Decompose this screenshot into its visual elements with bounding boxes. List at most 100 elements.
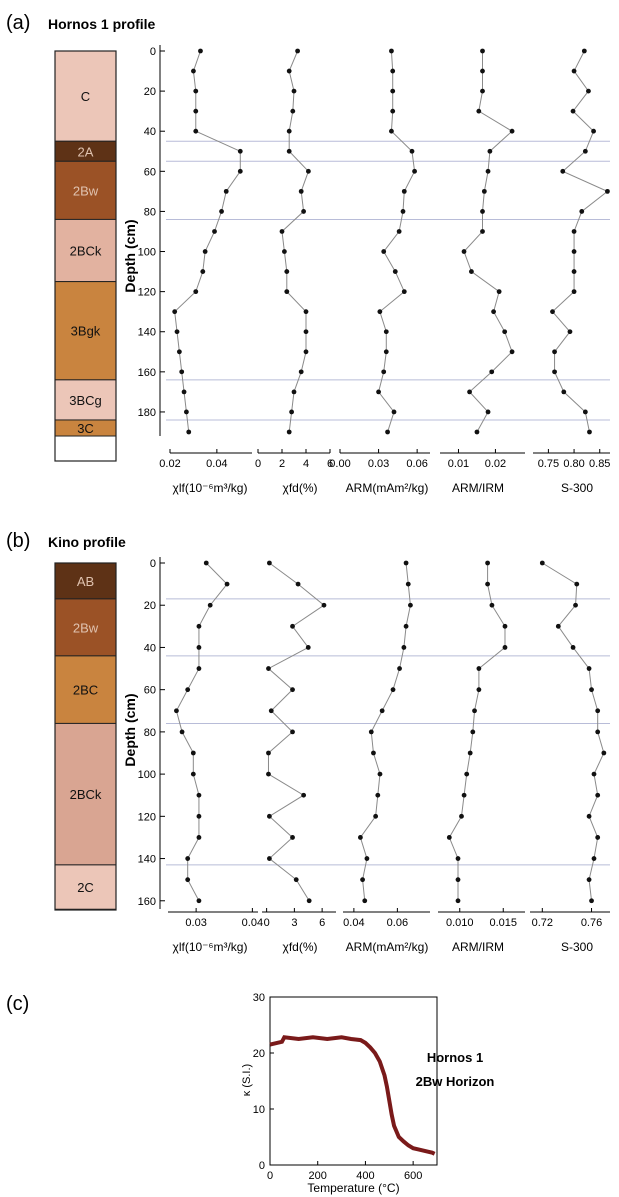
depth-tick-label: 100: [138, 769, 156, 781]
panel-c-letter: (c): [6, 993, 29, 1015]
data-point: [219, 209, 224, 214]
x-tick-label: 200: [309, 1170, 327, 1182]
data-point: [464, 771, 470, 777]
data-point: [364, 856, 370, 861]
x-axis-label: Temperature (°C): [307, 1181, 399, 1195]
data-point: [237, 168, 243, 174]
data-point: [301, 209, 306, 214]
data-point: [481, 188, 487, 194]
data-point: [202, 249, 208, 254]
data-point: [390, 687, 396, 693]
data-point: [371, 750, 376, 756]
data-point: [589, 898, 594, 904]
data-point: [509, 128, 515, 134]
data-point: [267, 813, 272, 819]
data-point: [291, 88, 297, 94]
data-point: [306, 168, 311, 174]
panel-b-ylabel: Depth (cm): [122, 693, 138, 766]
series-label: S-300: [561, 940, 593, 954]
depth-tick-label: 140: [138, 327, 156, 339]
data-point: [591, 771, 597, 777]
depth-tick-label: 80: [144, 727, 156, 739]
data-point: [174, 329, 180, 335]
data-point: [290, 729, 295, 735]
data-point: [561, 389, 567, 395]
data-point: [574, 581, 580, 587]
depth-tick-label: 160: [138, 896, 156, 908]
data-point: [379, 708, 385, 714]
data-point: [196, 623, 202, 629]
data-point: [279, 229, 285, 234]
data-point: [198, 48, 203, 54]
data-point: [193, 88, 199, 94]
data-point: [480, 209, 485, 214]
panel-b-title: Kino profile: [48, 534, 126, 550]
data-point: [476, 666, 482, 671]
data-point: [377, 309, 383, 315]
series-label: ARM/IRM: [452, 481, 504, 495]
data-point: [472, 708, 477, 714]
data-point: [408, 602, 413, 608]
depth-tick-label: 100: [138, 247, 156, 259]
data-point: [291, 389, 297, 395]
horizon-column-border: [54, 562, 117, 911]
data-point: [487, 148, 493, 154]
x-tick-label: 0.76: [581, 917, 602, 929]
depth-tick-label: 140: [138, 854, 156, 866]
series-line: [359, 562, 411, 901]
depth-tick-label: 160: [138, 367, 156, 379]
data-point: [295, 581, 301, 587]
x-tick-label: 0.04: [242, 917, 263, 929]
x-tick-label: 0.06: [406, 458, 427, 470]
x-tick-label: 6: [327, 458, 333, 470]
data-point: [397, 666, 402, 671]
x-tick-label: 0: [264, 917, 270, 929]
depth-tick-label: 80: [144, 206, 156, 218]
horizon-label: 2BCk: [70, 244, 102, 259]
data-point: [446, 835, 452, 840]
data-point: [224, 581, 230, 587]
data-point: [390, 108, 396, 114]
data-point: [376, 389, 381, 395]
data-point: [485, 581, 490, 587]
data-point: [174, 708, 179, 714]
data-point: [377, 771, 383, 777]
panel-a-letter: (a): [6, 12, 30, 34]
data-point: [267, 856, 272, 861]
depth-tick-label: 120: [138, 287, 156, 299]
data-point: [266, 771, 271, 777]
depth-tick-label: 0: [150, 46, 156, 58]
data-point: [184, 409, 189, 415]
depth-tick-label: 0: [150, 558, 156, 570]
data-point: [467, 389, 472, 395]
x-tick-label: 600: [404, 1170, 422, 1182]
data-point: [381, 249, 387, 254]
data-point: [266, 666, 271, 671]
data-point: [286, 429, 292, 435]
data-point: [286, 128, 292, 134]
data-point: [362, 898, 368, 904]
x-tick-label: 0.015: [489, 917, 517, 929]
data-point: [480, 88, 485, 94]
data-point: [605, 188, 610, 194]
data-point: [586, 666, 592, 671]
series-label: χfd(%): [283, 940, 318, 954]
series-line: [281, 50, 309, 433]
horizon-label: 2Bw: [73, 183, 99, 198]
depth-tick-label: 20: [144, 86, 156, 98]
data-point: [290, 108, 296, 114]
data-point: [570, 108, 576, 114]
series-label: S-300: [561, 481, 593, 495]
data-point: [570, 645, 576, 650]
data-point: [571, 289, 577, 295]
horizon-label: 3Bgk: [71, 324, 101, 339]
data-point: [290, 835, 295, 840]
data-point: [587, 429, 592, 435]
data-point: [461, 249, 467, 254]
data-point: [396, 229, 402, 234]
data-point: [381, 369, 387, 375]
data-point: [555, 623, 561, 629]
y-tick-label: 0: [259, 1160, 265, 1172]
series-line: [551, 50, 609, 433]
